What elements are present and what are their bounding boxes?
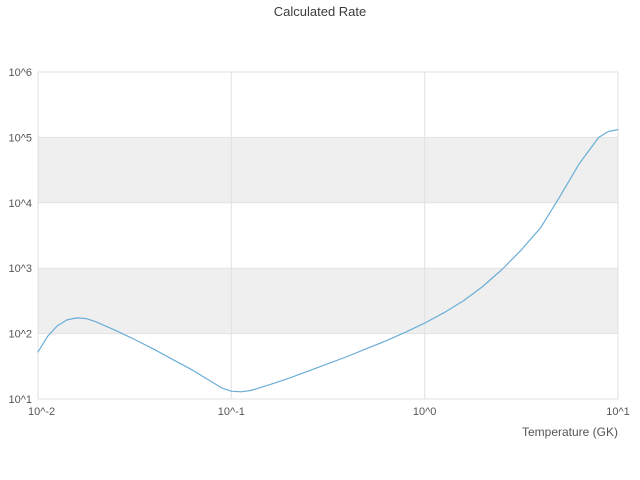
y-tick-label: 10^3 (8, 263, 32, 275)
x-tick-label: 10^-2 (28, 406, 55, 418)
y-tick-label: 10^2 (8, 329, 32, 341)
background-band (38, 137, 618, 203)
y-tick-label: 10^5 (8, 132, 32, 144)
rate-curve (37, 129, 619, 393)
chart-title: Calculated Rate (273, 4, 367, 19)
x-tick-label: 10^-1 (218, 406, 245, 418)
y-tick-label: 10^1 (8, 394, 32, 406)
x-tick-label: 10^0 (413, 406, 437, 418)
y-tick-label: 10^4 (8, 198, 32, 210)
x-tick-label: 10^1 (606, 406, 630, 418)
x-axis-label: Temperature (GK) (521, 425, 618, 439)
y-tick-label: 10^6 (8, 67, 32, 79)
background-band (38, 268, 618, 334)
